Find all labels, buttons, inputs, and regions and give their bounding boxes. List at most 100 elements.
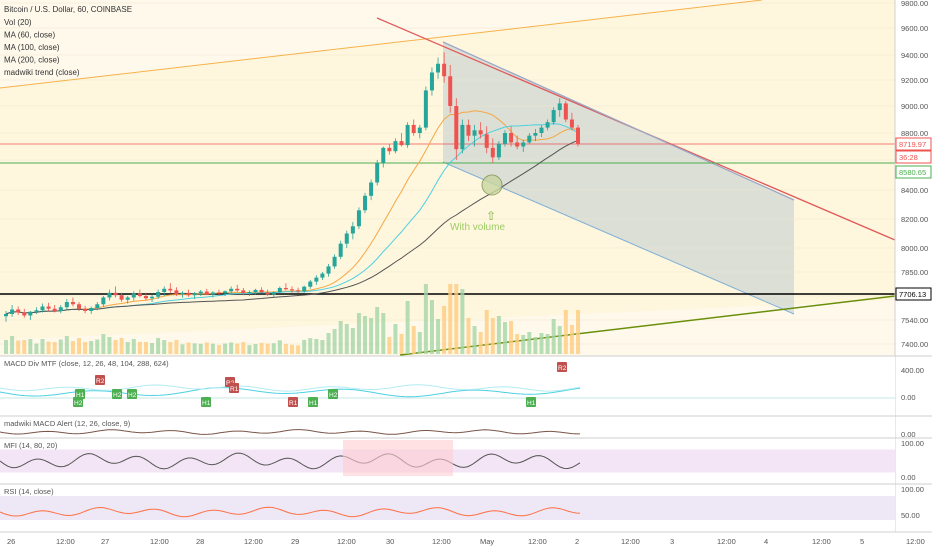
volume-bar	[496, 316, 501, 354]
volume-highlight-circle	[481, 174, 503, 196]
volume-bar	[320, 340, 325, 354]
volume-bar	[46, 341, 51, 354]
volume-bar	[545, 334, 550, 354]
macd-pane-tick: 400.00	[901, 366, 924, 375]
ma-200-line	[5, 139, 579, 315]
candle-body	[40, 306, 45, 311]
volume-bar	[131, 339, 136, 354]
volume-bar	[411, 326, 416, 354]
legend-entry: Vol (20)	[4, 18, 32, 27]
volume-bar	[143, 342, 148, 354]
candle-body	[350, 226, 355, 234]
candle-body	[296, 290, 301, 292]
volume-bar	[119, 338, 124, 354]
volume-bar	[70, 341, 75, 354]
candle-body	[448, 76, 453, 106]
volume-bar	[83, 342, 88, 354]
time-tick-label: 12:00	[150, 537, 169, 546]
volume-bar	[186, 342, 191, 354]
volume-bar	[472, 326, 477, 354]
volume-bar	[448, 284, 453, 354]
macd-marker-label: H2	[74, 400, 83, 407]
candle-body	[509, 133, 514, 143]
volume-bar	[429, 300, 434, 354]
candle-body	[259, 289, 264, 293]
candle-body	[332, 256, 337, 267]
macd-marker-label: R1	[230, 386, 239, 393]
volume-bar	[533, 337, 538, 354]
candle-body	[387, 147, 392, 152]
volume-bar	[113, 340, 118, 354]
volume-bar	[265, 343, 270, 354]
candle-body	[16, 309, 21, 313]
time-tick-label: 28	[196, 537, 204, 546]
candle-body	[472, 130, 477, 136]
volume-bar	[40, 339, 45, 354]
descending-channel-fill	[443, 42, 794, 314]
candle-body	[46, 306, 51, 309]
annotation-text: With volume	[450, 222, 505, 233]
candle-body	[192, 293, 197, 296]
volume-bars	[4, 284, 580, 354]
macd-marker-label: H2	[128, 392, 137, 399]
volume-bar	[478, 332, 483, 354]
price-badge	[895, 165, 932, 179]
upper-orange-trendline	[0, 0, 763, 89]
candle-body	[137, 293, 142, 296]
macd-marker	[75, 389, 85, 399]
candle-body	[502, 133, 507, 144]
candle-body	[265, 292, 270, 295]
macd-marker	[328, 389, 338, 399]
candle-body	[436, 63, 441, 73]
price-tick-label: 9800.00	[901, 0, 928, 8]
candle-body	[52, 308, 57, 311]
candle-body	[204, 291, 209, 295]
volume-bar	[107, 337, 112, 354]
volume-bar	[539, 333, 544, 354]
candle-body	[557, 103, 562, 111]
macd-marker	[526, 397, 536, 407]
channel-top-line	[442, 41, 795, 201]
macd-marker	[288, 397, 298, 407]
volume-bar	[277, 340, 282, 354]
candle-body	[484, 134, 489, 148]
volume-bar	[387, 337, 392, 354]
candle-body	[186, 292, 191, 296]
volume-bar	[241, 342, 246, 354]
volume-bar	[502, 322, 507, 354]
volume-bar	[168, 342, 173, 354]
volume-bar	[216, 345, 221, 354]
price-axis-background	[895, 0, 932, 550]
volume-bar	[174, 339, 179, 354]
volume-bar	[58, 339, 63, 354]
candle-body	[216, 292, 221, 294]
price-tick-label: 8400.00	[901, 186, 928, 195]
candle-body	[174, 290, 179, 295]
volume-bar	[16, 340, 21, 354]
volume-bar	[101, 334, 106, 354]
candle-body	[338, 243, 343, 257]
trend-channel-band	[0, 0, 895, 340]
mfi-line	[0, 452, 581, 470]
price-tick-label: 7540.00	[901, 316, 928, 325]
candle-body	[150, 296, 155, 299]
volume-bar	[89, 341, 94, 354]
candle-body	[326, 266, 331, 274]
madwiki-pane-label: madwiki MACD Alert (12, 26, close, 9)	[4, 419, 131, 428]
volume-bar	[162, 340, 167, 354]
mfi-overbought-band	[343, 440, 453, 476]
macd-marker-label: H1	[202, 400, 211, 407]
candle-body	[417, 127, 422, 133]
volume-bar	[557, 326, 562, 354]
rsi-pane-band	[0, 496, 895, 520]
candle-body	[308, 281, 313, 287]
rsi-line	[0, 506, 581, 518]
macd-marker-label: H2	[113, 392, 122, 399]
macd-marker-label: R2	[558, 365, 567, 372]
candles	[4, 52, 580, 322]
time-axis-background	[0, 532, 932, 550]
candle-body	[423, 90, 428, 128]
macd-pane-label: MACD Div MTF (close, 12, 26, 48, 104, 28…	[4, 359, 169, 368]
candle-body	[168, 288, 173, 291]
candle-body	[466, 124, 471, 136]
